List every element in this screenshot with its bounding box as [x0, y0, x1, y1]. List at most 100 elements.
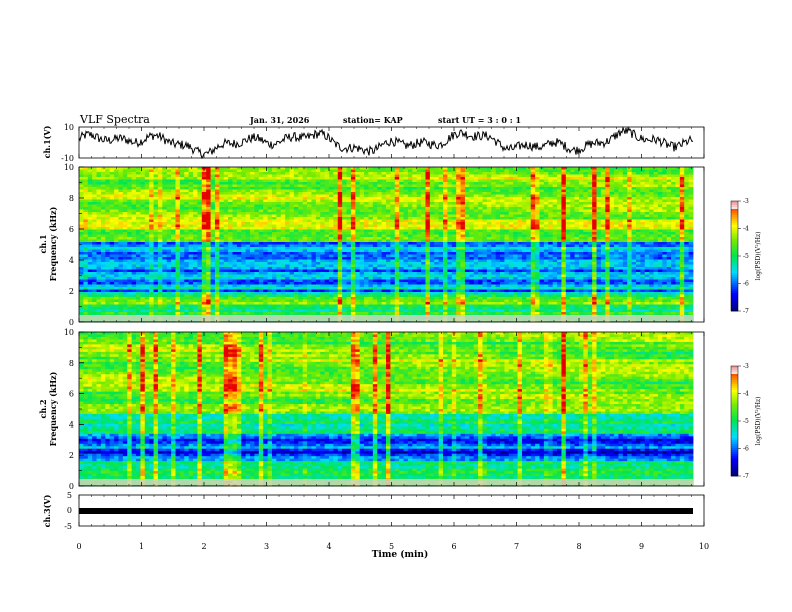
- spectrogram-cell: [258, 252, 264, 255]
- spectrogram-cell: [403, 199, 409, 203]
- spectrogram-cell: [473, 187, 479, 190]
- spectrogram-cell: [92, 172, 97, 175]
- spectrogram-cell: [473, 222, 479, 225]
- spectrogram-cell: [92, 247, 97, 250]
- spectrogram-cell: [482, 207, 488, 210]
- spectrogram-cell: [412, 252, 418, 255]
- spectrogram-cell: [149, 177, 154, 180]
- spectrogram-cell: [684, 192, 690, 195]
- spectrogram-cell: [394, 232, 400, 235]
- spectrogram-cell: [201, 217, 207, 220]
- spectrogram-cell: [631, 172, 637, 175]
- spectrogram-cell: [592, 237, 597, 240]
- spectrogram-cell: [394, 172, 400, 175]
- spectrogram-cell: [171, 227, 176, 230]
- spectrogram-cell: [460, 169, 466, 173]
- spectrogram-cell: [267, 212, 273, 215]
- spectrogram-cell: [671, 217, 676, 220]
- spectrogram-cell: [131, 244, 137, 248]
- spectrogram-cell: [214, 169, 220, 173]
- spectrogram-cell: [482, 252, 488, 255]
- spectrogram-cell: [96, 209, 102, 213]
- spectrogram-cell: [245, 252, 251, 255]
- spectrogram-cell: [508, 247, 514, 250]
- spectrogram-cell: [236, 222, 242, 225]
- spectrogram-cell: [679, 217, 685, 220]
- spectrogram-cell: [355, 197, 361, 200]
- spectrogram-cell: [412, 214, 418, 218]
- spectrogram-cell: [114, 207, 119, 210]
- spectrogram-cell: [403, 239, 409, 243]
- spectrogram-cell: [460, 192, 466, 195]
- spectrogram-cell: [355, 224, 361, 228]
- spectrogram-cell: [644, 234, 650, 238]
- spectrogram-cell: [425, 249, 431, 253]
- spectrogram-cell: [122, 209, 128, 213]
- spectrogram-cell: [293, 219, 299, 223]
- spectrogram-cell: [565, 242, 571, 245]
- spectrogram-cell: [118, 242, 124, 245]
- spectrogram-cell: [236, 254, 242, 258]
- spectrogram-cell: [236, 227, 242, 230]
- spectrogram-cell: [144, 239, 150, 243]
- spectrogram-cell: [451, 244, 457, 248]
- spectrogram-cell: [210, 194, 216, 198]
- spectrogram-cell: [421, 172, 426, 175]
- spectrogram-cell: [157, 247, 163, 250]
- spectrogram-cell: [684, 242, 690, 245]
- spectrogram-cell: [201, 207, 207, 210]
- spectrogram-cell: [500, 199, 505, 203]
- spectrogram-cell: [214, 222, 220, 225]
- spectrogram-cell: [250, 187, 255, 190]
- spectrogram-cell: [434, 182, 440, 185]
- spectrogram-cell: [679, 227, 685, 230]
- spectrogram-cell: [578, 194, 584, 198]
- spectrogram-cell: [635, 189, 641, 193]
- spectrogram-cell: [162, 249, 168, 253]
- spectrogram-cell: [346, 207, 352, 210]
- spectrogram-cell: [416, 179, 422, 183]
- spectrogram-cell: [504, 224, 510, 228]
- spectrogram-cell: [469, 204, 475, 208]
- spectrogram-cell: [171, 242, 176, 245]
- spectrogram-cell: [543, 249, 549, 253]
- spectrogram-cell: [197, 184, 203, 188]
- spectrogram-cell: [662, 199, 668, 203]
- spectrogram-cell: [197, 189, 203, 193]
- spectrogram-cell: [416, 167, 422, 170]
- spectrogram-cell: [210, 222, 216, 225]
- spectrogram-cell: [578, 249, 584, 253]
- spectrogram-cell: [114, 234, 119, 238]
- spectrogram-cell: [548, 234, 554, 238]
- spectrogram-cell: [377, 229, 383, 233]
- spectrogram-cell: [662, 244, 668, 248]
- spectrogram-cell: [513, 177, 518, 180]
- spectrogram-cell: [307, 219, 312, 223]
- spectrogram-cell: [539, 229, 545, 233]
- spectrogram-cell: [443, 187, 448, 190]
- spectrogram-cell: [254, 237, 260, 240]
- spectrogram-cell: [328, 209, 334, 213]
- spectrogram-cell: [241, 174, 247, 178]
- spectrogram-cell: [100, 212, 106, 215]
- spectrogram-cell: [188, 202, 194, 205]
- spectrogram-cell: [627, 232, 632, 235]
- spectrogram-cell: [201, 187, 207, 190]
- spectrogram-cell: [622, 199, 628, 203]
- spectrogram-cell: [548, 249, 554, 253]
- spectrogram-cell: [671, 194, 676, 198]
- spectrogram-cell: [491, 204, 497, 208]
- spectrogram-cell: [175, 217, 181, 220]
- spectrogram-cell: [157, 229, 163, 233]
- spectrogram-cell: [640, 192, 646, 195]
- spectrogram-cell: [193, 182, 198, 185]
- spectrogram-cell: [429, 217, 435, 220]
- spectrogram-cell: [662, 232, 668, 235]
- spectrogram-cell: [337, 252, 343, 255]
- spectrogram-cell: [127, 169, 133, 173]
- spectrogram-cell: [386, 204, 391, 208]
- spectrogram-cell: [644, 212, 650, 215]
- spectrogram-cell: [631, 207, 637, 210]
- spectrogram-cell: [460, 214, 466, 218]
- spectrogram-cell: [565, 204, 571, 208]
